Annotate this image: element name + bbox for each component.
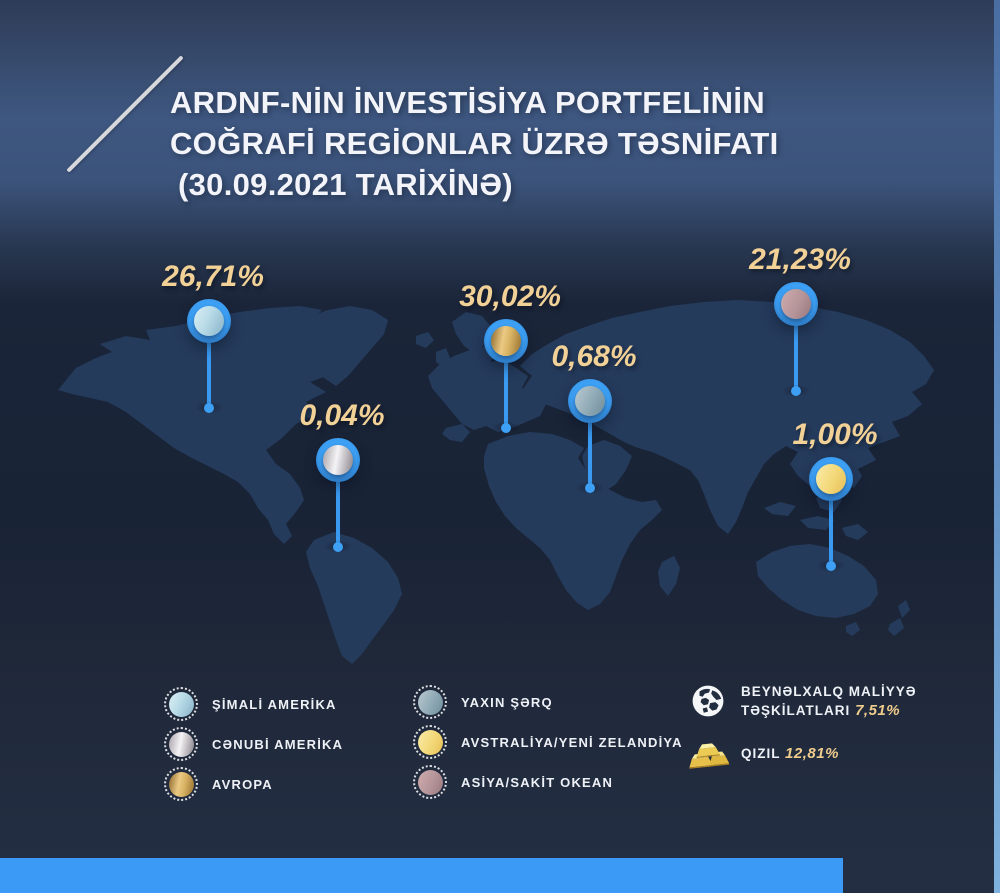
pin-sphere-asia-pacific bbox=[781, 289, 811, 319]
pin-value-europe: 30,02% bbox=[459, 280, 561, 313]
europe-swatch bbox=[168, 771, 194, 797]
legend-label: CƏNUBİ AMERİKA bbox=[212, 736, 344, 752]
pin-dot bbox=[791, 386, 801, 396]
legend-label: AVSTRALİYA/YENİ ZELANDİYA bbox=[461, 734, 683, 750]
title-line-1: ARDNF-NİN İNVESTİSİYA PORTFELİNİN bbox=[170, 85, 765, 120]
bottom-accent-bar bbox=[0, 858, 843, 893]
legend-column-2: YAXIN ŞƏRQ AVSTRALİYA/YENİ ZELANDİYA ASİ… bbox=[413, 685, 683, 806]
gold-value: 12,81% bbox=[785, 744, 839, 762]
pin-sphere-europe bbox=[491, 326, 521, 356]
legend-label: ASİYA/SAKİT OKEAN bbox=[461, 774, 614, 790]
legend-item-australia: AVSTRALİYA/YENİ ZELANDİYA bbox=[413, 725, 683, 759]
pin-value-middle-east: 0,68% bbox=[551, 340, 637, 373]
gold-label-wrap: QIZIL 12,81% bbox=[741, 744, 839, 763]
gold-label: QIZIL bbox=[741, 745, 781, 761]
legend-item-south-america: CƏNUBİ AMERİKA bbox=[164, 727, 344, 761]
legend-item-intl-finance: BEYNƏLXALQ MALİYYƏ TƏŞKİLATLARI 7,51% bbox=[688, 682, 917, 720]
intl-value: 7,51% bbox=[855, 702, 901, 719]
south-america-swatch bbox=[168, 731, 194, 757]
legend-swatch-ring bbox=[164, 767, 198, 801]
legend-column-1: ŞİMALİ AMERİKA CƏNUBİ AMERİKA AVROPA bbox=[164, 687, 344, 808]
north-america-swatch bbox=[168, 691, 194, 717]
globe-icon bbox=[688, 684, 728, 718]
pin-stem bbox=[588, 419, 592, 485]
pin-dot bbox=[826, 561, 836, 571]
australia-swatch bbox=[417, 729, 443, 755]
legend-item-middle-east: YAXIN ŞƏRQ bbox=[413, 685, 683, 719]
legend-item-asia-pacific: ASİYA/SAKİT OKEAN bbox=[413, 765, 683, 799]
right-edge-strip bbox=[994, 0, 1000, 893]
legend-item-gold: QIZIL 12,81% bbox=[688, 736, 917, 770]
pin-value-south-america: 0,04% bbox=[299, 399, 385, 432]
legend-item-north-america: ŞİMALİ AMERİKA bbox=[164, 687, 343, 721]
pin-dot bbox=[204, 403, 214, 413]
legend-swatch-ring bbox=[413, 685, 447, 719]
legend-label: AVROPA bbox=[212, 776, 273, 792]
legend-item-europe: AVROPA bbox=[164, 767, 343, 801]
pin-sphere-middle-east bbox=[575, 386, 605, 416]
intl-finance-label: BEYNƏLXALQ MALİYYƏ TƏŞKİLATLARI 7,51% bbox=[741, 682, 917, 720]
pin-stem bbox=[829, 497, 833, 563]
pin-sphere-south-america bbox=[323, 445, 353, 475]
intl-line-2: TƏŞKİLATLARI bbox=[741, 703, 851, 718]
legend-label: YAXIN ŞƏRQ bbox=[461, 694, 553, 710]
page-title: ARDNF-NİN İNVESTİSİYA PORTFELİNİN COĞRAF… bbox=[170, 82, 779, 205]
intl-line-1: BEYNƏLXALQ MALİYYƏ bbox=[741, 684, 917, 699]
asia-pacific-swatch bbox=[417, 769, 443, 795]
pin-sphere-australia bbox=[816, 464, 846, 494]
pin-head bbox=[774, 282, 818, 326]
pin-stem bbox=[336, 478, 340, 544]
legend-swatch-ring bbox=[413, 765, 447, 799]
legend-column-3: BEYNƏLXALQ MALİYYƏ TƏŞKİLATLARI 7,51% bbox=[688, 682, 917, 786]
pin-dot bbox=[333, 542, 343, 552]
legend-swatch-ring bbox=[413, 725, 447, 759]
title-line-2: COĞRAFİ REGİONLAR ÜZRƏ TƏSNİFATI bbox=[170, 126, 779, 161]
pin-stem bbox=[504, 359, 508, 425]
pin-head bbox=[568, 379, 612, 423]
legend-swatch-ring bbox=[164, 727, 198, 761]
pin-value-asia-pacific: 21,23% bbox=[749, 243, 851, 276]
pin-head bbox=[484, 319, 528, 363]
pin-stem bbox=[207, 339, 211, 405]
pin-head bbox=[316, 438, 360, 482]
pin-dot bbox=[585, 483, 595, 493]
middle-east-swatch bbox=[417, 689, 443, 715]
title-line-3: (30.09.2021 TARİXİNƏ) bbox=[178, 167, 513, 202]
legend-label: ŞİMALİ AMERİKA bbox=[212, 696, 337, 712]
pin-head bbox=[809, 457, 853, 501]
pin-sphere-north-america bbox=[194, 306, 224, 336]
pin-dot bbox=[501, 423, 511, 433]
legend-swatch-ring bbox=[164, 687, 198, 721]
pin-value-australia: 1,00% bbox=[792, 418, 878, 451]
gold-bars-icon bbox=[688, 736, 730, 770]
pin-stem bbox=[794, 322, 798, 388]
pin-value-north-america: 26,71% bbox=[162, 260, 264, 293]
pin-head bbox=[187, 299, 231, 343]
